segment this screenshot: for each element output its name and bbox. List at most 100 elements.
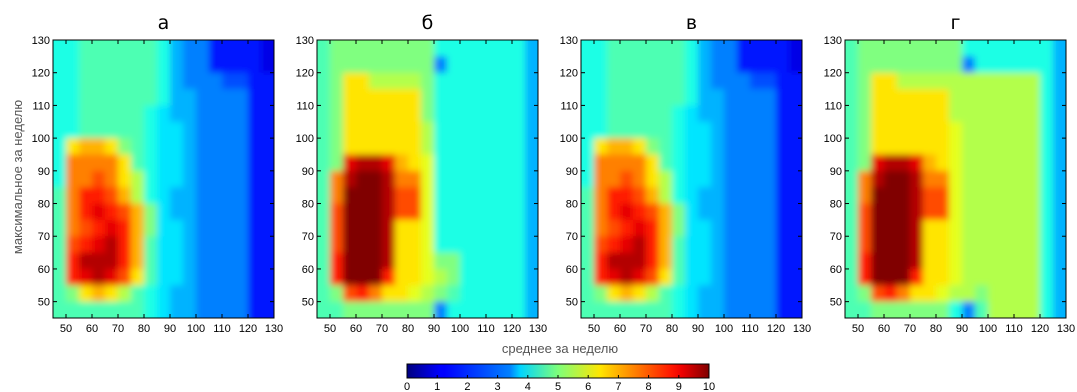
heatmap-cell (486, 72, 500, 90)
heatmap-cell (672, 170, 686, 188)
heatmap-cell (776, 154, 790, 172)
heatmap-cell (235, 56, 249, 74)
heatmap-cell (499, 154, 513, 172)
heatmap-cell (897, 268, 911, 286)
heatmap-cell (209, 301, 223, 318)
heatmap-cell (66, 72, 80, 90)
heatmap-cell (698, 138, 712, 156)
heatmap-cell (486, 236, 500, 254)
heatmap-cell (261, 285, 274, 303)
heatmap-cell (910, 40, 924, 57)
heatmap-cell (157, 40, 171, 57)
heatmap-cell (789, 268, 802, 286)
heatmap-cell (711, 301, 725, 318)
heatmap-cell (1027, 285, 1041, 303)
heatmap-cell (330, 89, 344, 107)
heatmap-cell (118, 40, 132, 57)
heatmap-cell (408, 138, 422, 156)
heatmap-cell (248, 170, 262, 188)
heatmap-cell (962, 268, 976, 286)
y-tick-label: 130 (824, 35, 842, 47)
heatmap-cell (499, 187, 513, 205)
heatmap-cell (170, 236, 184, 254)
heatmap-cell (317, 40, 331, 57)
heatmap-cell (408, 203, 422, 221)
heatmap-cell (473, 203, 487, 221)
heatmap-cell (460, 187, 474, 205)
heatmap-cell (1053, 56, 1066, 74)
heatmap-cell (1053, 105, 1066, 123)
heatmap-cell (473, 72, 487, 90)
heatmap-cell (789, 72, 802, 90)
heatmap-cell (724, 285, 738, 303)
heatmap-cell (897, 89, 911, 107)
heatmap-cell (79, 285, 93, 303)
heatmap-cell (434, 252, 448, 270)
heatmap-cell (486, 219, 500, 237)
heatmap-cell (711, 105, 725, 123)
heatmap-cell (949, 89, 963, 107)
heatmap-cell (209, 138, 223, 156)
heatmap-cell (910, 89, 924, 107)
x-tick-label: 130 (1057, 323, 1075, 335)
heatmap-cell (988, 89, 1002, 107)
heatmap-cell (317, 72, 331, 90)
heatmap-cell (776, 105, 790, 123)
heatmap-cell (1027, 40, 1041, 57)
heatmap-cell (789, 170, 802, 188)
heatmap-cell (884, 121, 898, 139)
heatmap-cell (66, 252, 80, 270)
heatmap-cell (330, 56, 344, 74)
heatmap-cell (447, 138, 461, 156)
heatmap-cell (1040, 203, 1054, 221)
heatmap-cell (763, 154, 777, 172)
heatmap-cell (594, 105, 608, 123)
heatmap-cell (196, 89, 210, 107)
heatmap-cell (248, 40, 262, 57)
heatmap-cell (66, 40, 80, 57)
heatmap-cell (434, 56, 448, 74)
y-tick-label: 130 (32, 35, 50, 47)
heatmap-cell (421, 154, 435, 172)
heatmap-cell (949, 203, 963, 221)
heatmap-cell (1027, 170, 1041, 188)
heatmap-cell (209, 154, 223, 172)
heatmap-cell (789, 301, 802, 318)
heatmap-cell (369, 268, 383, 286)
heatmap-cell (1014, 301, 1028, 318)
heatmap-cell (473, 138, 487, 156)
heatmap-cell (356, 56, 370, 74)
y-tick-label: 100 (560, 133, 578, 145)
heatmap-cell (1001, 154, 1015, 172)
heatmap-cell (737, 121, 751, 139)
heatmap-cell (157, 219, 171, 237)
heatmap-cell (698, 268, 712, 286)
heatmap-cell (105, 187, 119, 205)
heatmap-cell (594, 72, 608, 90)
heatmap-cell (395, 268, 409, 286)
heatmap-cell (711, 89, 725, 107)
heatmap-cell (235, 72, 249, 90)
heatmap-cell (235, 170, 249, 188)
heatmap-cell (157, 301, 171, 318)
heatmap-cell (685, 170, 699, 188)
heatmap-cell (763, 236, 777, 254)
heatmap-cell (408, 72, 422, 90)
heatmap-cell (53, 252, 67, 270)
heatmap-cell (910, 56, 924, 74)
heatmap-cell (196, 170, 210, 188)
heatmap-cell (369, 301, 383, 318)
heatmap-cell (724, 154, 738, 172)
heatmap-cell (897, 187, 911, 205)
x-tick-label: 60 (350, 323, 362, 335)
heatmap-cell (763, 219, 777, 237)
heatmap-cell (975, 268, 989, 286)
heatmap-cell (711, 138, 725, 156)
heatmap-cell (672, 105, 686, 123)
heatmap-cell (923, 121, 937, 139)
heatmap-cell (672, 121, 686, 139)
heatmap-cell (460, 154, 474, 172)
heatmap-cell (499, 285, 513, 303)
heatmap-cell (53, 268, 67, 286)
heatmap-cell (369, 154, 383, 172)
